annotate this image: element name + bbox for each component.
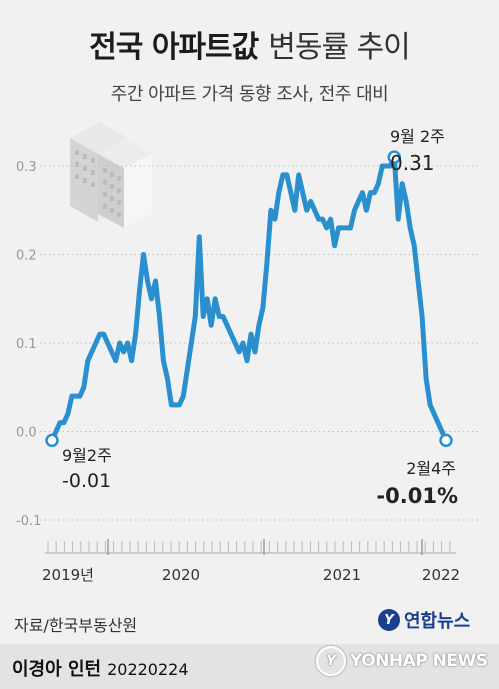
y-tick-label: -0.1 <box>16 514 41 529</box>
x-tick-label: 2020 <box>162 566 200 584</box>
y-tick-label: 0.3 <box>16 160 37 175</box>
watermark: Y YONHAP NEWS <box>316 646 488 676</box>
date: 20220224 <box>107 660 189 679</box>
apartment-building-icon <box>70 122 152 228</box>
x-tick-label: 2021 <box>323 566 361 584</box>
footer-bar <box>0 644 499 689</box>
chart-subtitle: 주간 아파트 가격 동향 조사, 전주 대비 <box>110 84 389 105</box>
y-tick-label: 0.1 <box>16 337 37 352</box>
author: 이경아 인턴 <box>12 659 102 680</box>
title-light: 변동률 추이 <box>268 30 411 65</box>
source-text: 자료/한국부동산원 <box>14 616 138 635</box>
x-tick-label: 2019년 <box>42 566 94 584</box>
series-line <box>49 154 449 443</box>
yonhap-logo-icon: Y <box>378 609 400 631</box>
annotation-date: 2월4주 <box>406 459 456 478</box>
logo-text: 연합뉴스 <box>404 611 471 632</box>
data-point-marker <box>439 433 453 448</box>
y-tick-label: 0.2 <box>16 249 37 264</box>
annotation-value: -0.01 <box>62 470 111 492</box>
data-point-marker <box>45 433 59 448</box>
annotation-value: 0.31 <box>390 151 435 175</box>
x-tick-label: 2022 <box>422 566 460 584</box>
title-bold: 전국 아파트값 <box>89 30 259 65</box>
annotation-date: 9월 2주 <box>390 127 445 146</box>
y-tick-label: 0.0 <box>16 426 37 441</box>
watermark-logo-icon: Y <box>316 646 346 676</box>
annotation-date: 9월2주 <box>62 446 112 465</box>
watermark-text: YONHAP NEWS <box>350 651 488 671</box>
annotation-value: -0.01% <box>376 484 458 508</box>
chart-title: 전국 아파트값 변동률 추이 <box>0 22 499 66</box>
data-point-marker <box>387 150 402 164</box>
byline: 이경아 인턴 20220224 <box>12 655 189 681</box>
yonhap-logo: Y 연합뉴스 <box>378 607 470 633</box>
